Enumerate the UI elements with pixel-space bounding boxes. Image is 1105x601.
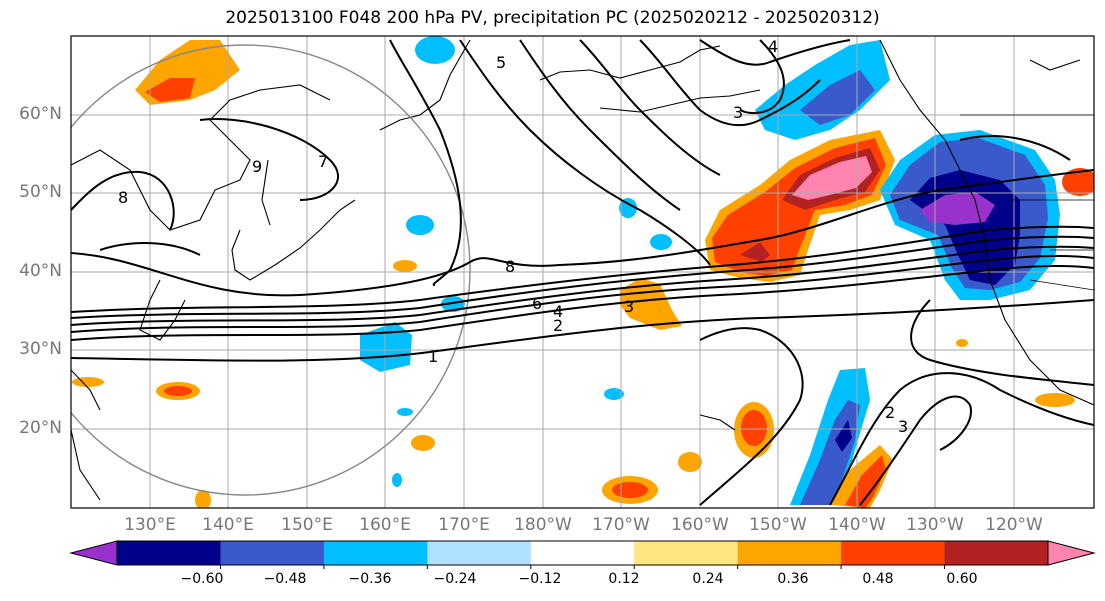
lon-label: 130°E	[124, 515, 176, 535]
lon-label: 160°E	[359, 515, 411, 535]
colorbar-tick-label: 0.12	[608, 571, 640, 587]
lat-label: 40°N	[19, 261, 62, 281]
lat-label: 50°N	[19, 182, 62, 202]
contour-labels: 1 2 3 4 6 7 8 5 9 3 2 3 4 8	[118, 37, 908, 436]
lat-label: 20°N	[19, 418, 62, 438]
colorbar-tick-label: −0.60	[180, 571, 224, 587]
colorbar-tick-label: −0.12	[518, 571, 562, 587]
coastlines	[71, 39, 1094, 501]
contour-label: 4	[553, 302, 563, 321]
lon-label: 170°E	[438, 515, 490, 535]
contour-label: 8	[505, 257, 515, 276]
map-frame	[70, 35, 1095, 509]
colorbar-tick-label: 0.48	[862, 571, 894, 587]
lon-label: 160°W	[671, 515, 729, 535]
colorbar-tick-label: 0.36	[777, 571, 809, 587]
contour-label: 9	[252, 157, 262, 176]
lon-label: 140°E	[202, 515, 254, 535]
gridlines	[71, 36, 1094, 508]
contour-label: 7	[318, 152, 328, 171]
contour-label: 3	[733, 103, 743, 122]
colorbar-tick-label: 0.60	[946, 571, 978, 587]
contour-label: 1	[428, 347, 438, 366]
colorbar-tick-label: −0.24	[433, 571, 477, 587]
contour-label: 8	[118, 188, 128, 207]
colorbar-tick-label: −0.36	[348, 571, 392, 587]
colorbar-tick-label: 0.24	[692, 571, 724, 587]
lat-label: 30°N	[19, 339, 62, 359]
lon-label: 150°W	[749, 515, 807, 535]
contour-label: 4	[768, 37, 778, 56]
lon-label: 130°W	[906, 515, 964, 535]
lon-label: 140°W	[828, 515, 886, 535]
range-circle	[71, 44, 471, 496]
colorbar-tick-label: −0.48	[263, 571, 307, 587]
contour-label: 3	[624, 297, 634, 316]
contour-label: 6	[532, 294, 542, 313]
pv-contours	[71, 39, 1094, 506]
chart-title: 2025013100 F048 200 hPa PV, precipitatio…	[225, 8, 880, 28]
contour-label: 3	[898, 417, 908, 436]
contour-label: 2	[885, 403, 895, 422]
lon-label: 170°W	[592, 515, 650, 535]
lon-label: 150°E	[281, 515, 333, 535]
borders	[960, 114, 1094, 291]
lat-label: 60°N	[19, 104, 62, 124]
lon-label: 180°W	[514, 515, 572, 535]
lon-label: 120°W	[985, 515, 1043, 535]
contour-label: 5	[496, 53, 506, 72]
contour-label: 2	[553, 316, 563, 335]
